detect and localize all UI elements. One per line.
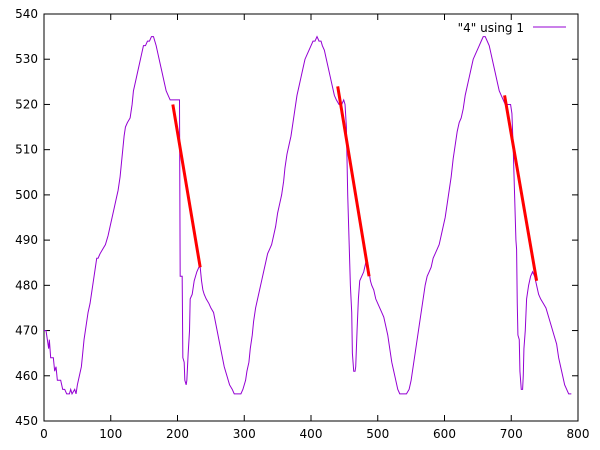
x-tick-label: 200 (166, 427, 189, 441)
y-tick-label: 520 (15, 97, 38, 111)
y-tick-label: 470 (15, 324, 38, 338)
x-tick-label: 700 (500, 427, 523, 441)
x-tick-label: 600 (433, 427, 456, 441)
x-tick-label: 500 (366, 427, 389, 441)
y-tick-label: 460 (15, 369, 38, 383)
legend: "4" using 1 (458, 21, 566, 35)
series-line-0 (44, 35, 572, 396)
x-tick-label: 0 (40, 427, 48, 441)
x-tick-label: 800 (567, 427, 590, 441)
x-tick-label: 100 (99, 427, 122, 441)
y-tick-label: 480 (15, 278, 38, 292)
axes-layer: 0 100 200 300 400 500 600 700 800 450 460 470 480 490… (15, 7, 589, 441)
y-tick-label: 510 (15, 143, 38, 157)
legend-label: "4" using 1 (458, 21, 524, 35)
y-tick-label: 530 (15, 52, 38, 66)
trend-segment-0 (171, 104, 202, 268)
y-tick-label: 500 (15, 188, 38, 202)
trend-segment-2 (503, 95, 539, 282)
x-tick-label: 400 (300, 427, 323, 441)
series-layer (44, 35, 572, 396)
x-tick-label: 300 (233, 427, 256, 441)
plot-frame (43, 13, 579, 422)
trend-segment-1 (336, 86, 371, 277)
y-tick-label: 490 (15, 233, 38, 247)
y-tick-label: 450 (15, 414, 38, 428)
y-tick-label: 540 (15, 7, 38, 21)
